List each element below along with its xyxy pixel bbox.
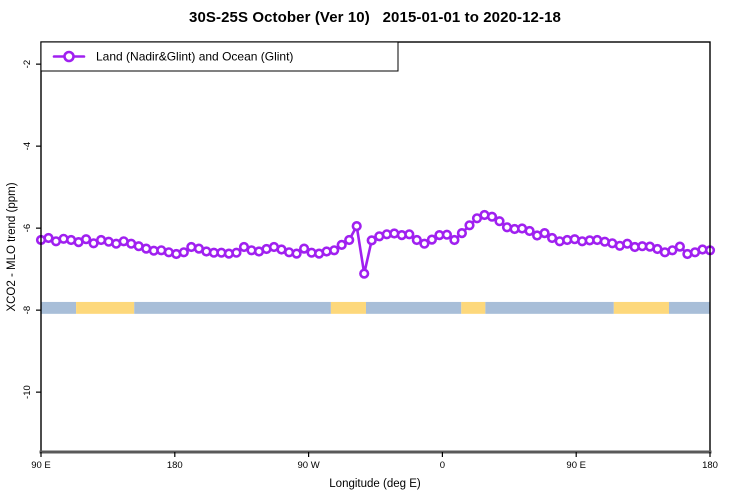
stripe-segment	[134, 301, 331, 314]
x-axis-ticks: 90 E 180 90 W 0 90 E 180	[31, 452, 718, 471]
data-point-marker	[299, 243, 310, 254]
y-axis-ticks: -2 -4 -6 -8 -10	[22, 60, 41, 399]
data-point-marker	[366, 235, 377, 246]
data-point-marker	[494, 216, 505, 227]
data-point-marker	[524, 225, 535, 237]
data-point-marker	[178, 247, 189, 258]
data-point-marker	[336, 239, 347, 250]
data-point-marker	[351, 221, 362, 232]
data-point-marker	[344, 234, 355, 246]
data-point-marker	[464, 220, 475, 231]
legend-marker-circle	[63, 50, 75, 63]
x-tick-label: 90 W	[298, 460, 320, 471]
stripe-segment	[461, 301, 486, 314]
data-point-marker	[419, 238, 430, 249]
data-point-marker	[539, 228, 550, 239]
x-tick-label: 180	[167, 460, 183, 471]
data-point-marker	[404, 229, 415, 240]
data-point-marker	[359, 268, 370, 279]
data-point-marker	[667, 245, 678, 256]
y-tick-label: -4	[22, 142, 33, 150]
stripe-segment	[485, 301, 614, 314]
y-tick-label: -2	[22, 60, 33, 68]
data-point-marker	[411, 234, 422, 246]
legend-box	[40, 41, 399, 72]
stripe-segment	[613, 301, 669, 314]
stripe-segment	[41, 301, 77, 314]
legend: Land (Nadir&Glint) and Ocean (Glint)	[40, 41, 399, 72]
chart-title: 30S-25S October (Ver 10) 2015-01-01 to 2…	[189, 9, 561, 26]
data-point-marker	[449, 234, 460, 246]
data-point-marker	[674, 241, 686, 252]
x-tick-label: 0	[440, 460, 445, 471]
y-tick-label: -8	[22, 306, 33, 314]
data-point-marker	[441, 229, 453, 240]
data-point-marker	[456, 228, 468, 239]
y-axis-label: XCO2 - MLO trend (ppm)	[6, 182, 18, 311]
stripe-segment	[668, 301, 710, 314]
x-tick-label: 90 E	[31, 460, 51, 471]
data-point-marker	[329, 245, 340, 256]
surface-type-stripe	[41, 301, 710, 314]
x-tick-label: 180	[702, 460, 718, 471]
stripe-segment	[330, 301, 366, 314]
data-point-marker	[291, 248, 302, 259]
data-point-marker	[80, 234, 92, 245]
stripe-segment	[76, 301, 135, 314]
legend-label: Land (Nadir&Glint) and Ocean (Glint)	[96, 50, 293, 64]
y-tick-label: -6	[22, 224, 33, 232]
stripe-segment	[365, 301, 462, 314]
y-tick-label: -10	[22, 385, 33, 399]
x-axis-label: Longitude (deg E)	[329, 478, 421, 490]
data-point-marker	[486, 211, 498, 222]
data-series	[35, 209, 716, 279]
data-point-marker	[231, 247, 242, 258]
data-point-marker	[426, 234, 438, 245]
x-tick-label: 90 E	[566, 460, 586, 471]
